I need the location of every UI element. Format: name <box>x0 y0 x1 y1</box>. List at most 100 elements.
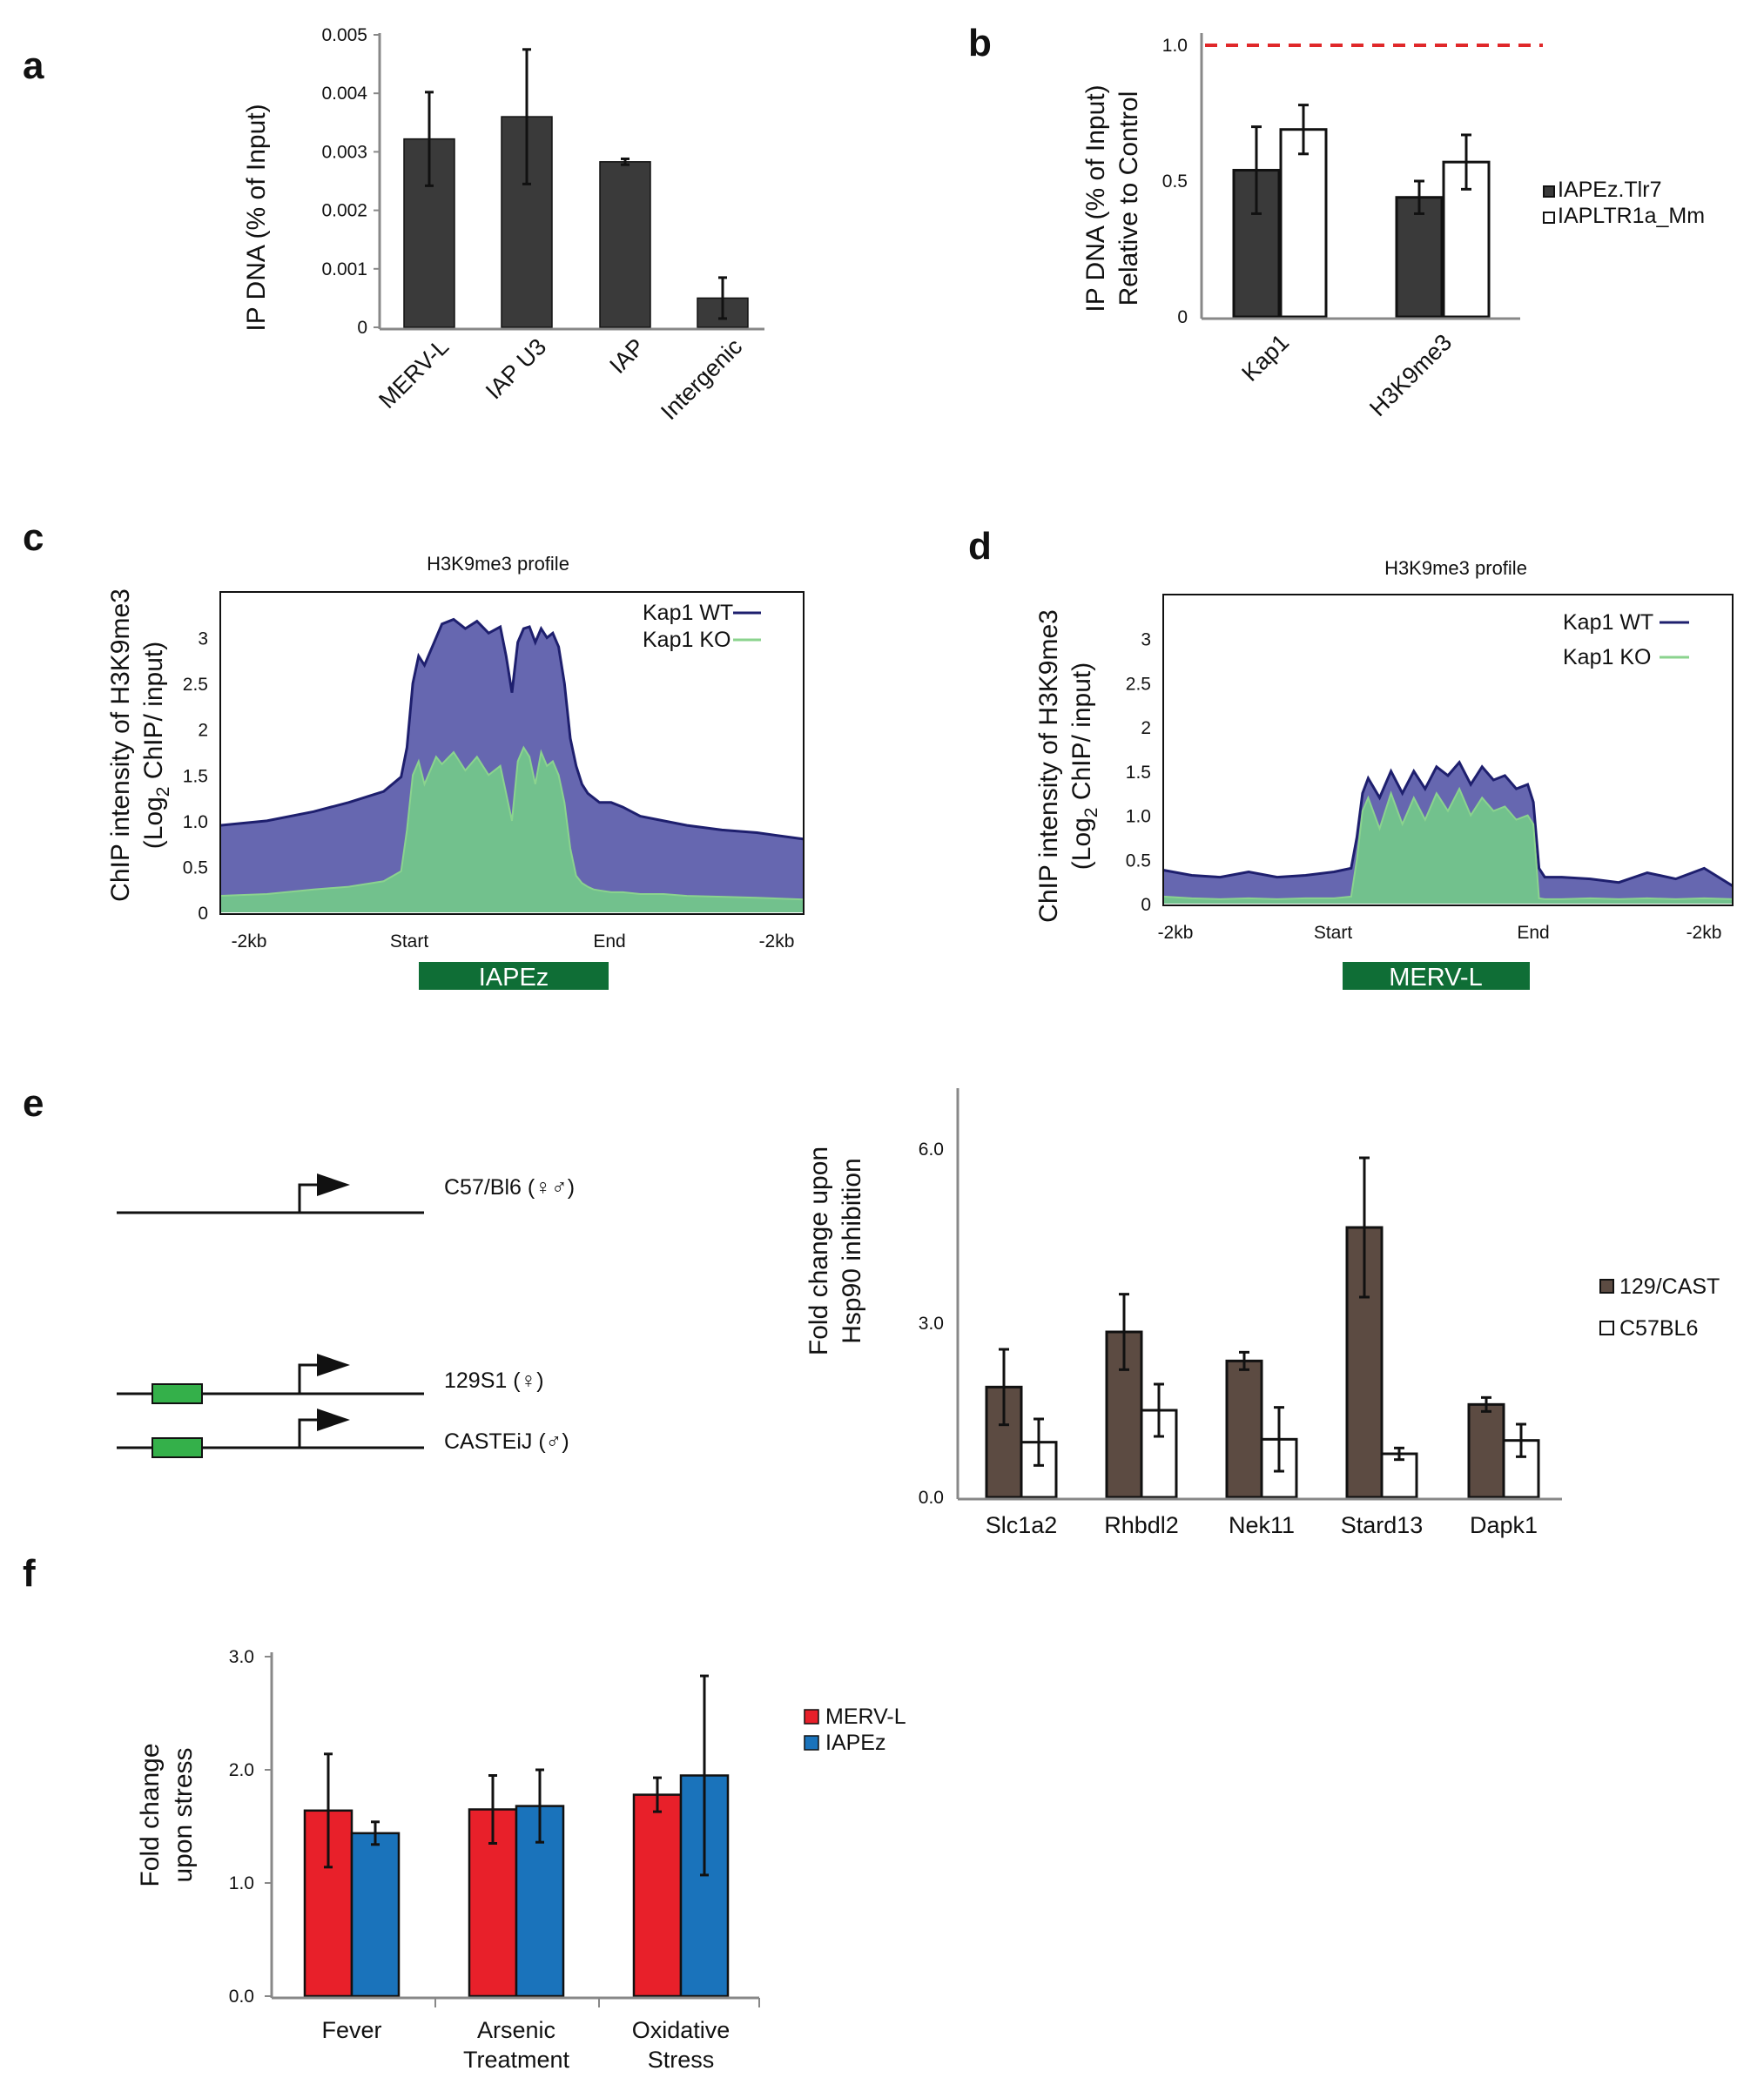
panel-c-title: H3K9me3 profile <box>427 553 569 575</box>
panel-label-a: a <box>23 44 44 87</box>
panel-c-element-label: IAPEz <box>479 964 549 992</box>
panel-b-category-label: H3K9me3 <box>1364 329 1457 421</box>
panel-d-ytick-label: 0 <box>1141 895 1151 915</box>
panel-d-area-chart: H3K9me3 profile ChIP intensity of H3K9me… <box>1034 557 1734 992</box>
c57-tss-arrow <box>298 1183 324 1213</box>
panel-label-c: c <box>23 516 44 559</box>
panel-a-category-label: IAP <box>604 333 650 379</box>
panel-d-legend-ko: Kap1 KO <box>1563 645 1651 669</box>
panel-d-wt-line <box>1162 760 1734 887</box>
panel-e-legend-swatch-series2 <box>1599 1321 1614 1335</box>
allele-label-129s1: 129S1 (♀) <box>444 1368 544 1393</box>
panel-c-ytick-label: 1.5 <box>183 766 208 786</box>
panel-a-ytick-label: 0.005 <box>321 25 367 45</box>
panel-c-ytick-label: 0.5 <box>183 857 208 878</box>
panel-c-xtick-label: -2kb <box>759 931 795 951</box>
panel-e-bar-nek11-s1 <box>1225 1359 1263 1499</box>
panel-e-legend-swatch-series1 <box>1599 1279 1614 1294</box>
panel-b-legend-swatch-series1 <box>1543 185 1555 198</box>
panel-f-ylabel-line2: upon stress <box>169 1747 198 1882</box>
panel-label-f: f <box>23 1552 36 1595</box>
panel-b-ylabel-line2: Relative to Control <box>1114 91 1143 306</box>
allele-label-cast: CASTEiJ (♂) <box>444 1429 569 1454</box>
panel-d-ytick-label: 2 <box>1141 718 1151 738</box>
panel-c-ytick-label: 1.0 <box>183 812 208 832</box>
panel-e-category-label: Nek11 <box>1229 1512 1295 1538</box>
panel-label-b: b <box>968 22 992 64</box>
panel-d-legend-wt: Kap1 WT <box>1563 610 1653 635</box>
panel-c-legend-wt: Kap1 WT <box>643 601 733 625</box>
panel-c-ytick-label: 2 <box>198 721 208 741</box>
panel-e-ylabel-line1: Fold change upon <box>805 1147 833 1355</box>
panel-a-ytick-label: 0.002 <box>321 201 367 221</box>
panel-e-bar-chart: Fold change upon Hsp90 inhibition 0.0 3.0… <box>805 1088 1720 1538</box>
panel-d-plot-frame <box>1162 594 1734 906</box>
panel-b-bar-kap1-s2 <box>1279 128 1328 319</box>
panel-d-ytick-label: 0.5 <box>1126 851 1151 871</box>
panel-e-legend-series2: C57BL6 <box>1619 1316 1698 1341</box>
panel-a-category-label: Intergenic <box>656 333 747 425</box>
panel-e-category-label: Slc1a2 <box>986 1512 1058 1538</box>
c57-tss-arrowhead <box>317 1173 350 1196</box>
panel-d-ylabel-line1: ChIP intensity of H3K9me3 <box>1034 609 1063 923</box>
panel-f-ytick-label: 1.0 <box>229 1873 254 1893</box>
129s1-tss-arrow <box>298 1363 324 1394</box>
panel-c-xtick-label: -2kb <box>232 931 267 951</box>
panel-d-ytick-label: 2.5 <box>1126 674 1151 694</box>
panel-e-category-label: Stard13 <box>1341 1512 1424 1538</box>
panel-e-bar-stard13-s1 <box>1345 1226 1384 1499</box>
panel-e-ytick-label: 0.0 <box>919 1488 944 1508</box>
129s1-tss-arrowhead <box>317 1354 350 1376</box>
panel-e-bar-dapk1-s1 <box>1467 1402 1505 1499</box>
panel-a-category-label: MERV-L <box>374 333 454 414</box>
panel-c-ytick-label: 2.5 <box>183 675 208 695</box>
panel-d-element-label: MERV-L <box>1389 964 1482 992</box>
panel-c-element-box <box>419 962 609 990</box>
panel-f-bar-chart: Fold change upon stress 0.0 1.0 2.0 3.0 Fev… <box>136 1647 906 2073</box>
panel-f-bar-g3-s1 <box>632 1793 683 1998</box>
panel-b-legend-series1: IAPEz.Tlr7 <box>1558 178 1661 202</box>
panel-a-ytick-label: 0.003 <box>321 142 367 162</box>
panel-f-bar-g1-s2 <box>350 1832 401 1998</box>
panel-b-legend-swatch-series2 <box>1543 212 1555 224</box>
panel-d-xtick-label: -2kb <box>1158 923 1194 943</box>
panel-b-ytick-label: 0.5 <box>1162 171 1188 192</box>
panel-label-d: d <box>968 525 992 568</box>
panel-a-ytick-label: 0 <box>357 318 367 338</box>
panel-c-ylabel-line2: (Log2 ChIP/ input) <box>139 642 173 849</box>
panel-e-ytick-label: 6.0 <box>919 1140 944 1160</box>
panel-label-e: e <box>23 1082 44 1125</box>
panel-f-legend-swatch-series2 <box>804 1735 819 1751</box>
panel-a-ytick-label: 0.001 <box>321 259 367 279</box>
panel-b-bar-chart: IP DNA (% of Input) Relative to Control … <box>1081 33 1705 421</box>
panel-c-wt-line <box>219 617 805 841</box>
panel-c-xtick-label: End <box>593 931 625 951</box>
panel-d-ko-area <box>1163 789 1733 904</box>
panel-c-plot-frame <box>219 591 805 915</box>
panel-f-ytick-label: 0.0 <box>229 1987 254 2007</box>
panel-d-ytick-label: 1.5 <box>1126 763 1151 783</box>
panel-b-ytick-label: 1.0 <box>1162 36 1188 56</box>
panel-f-ytick-label: 3.0 <box>229 1647 254 1667</box>
panel-f-category-label: Fever <box>321 2017 381 2043</box>
panel-d-ytick-label: 1.0 <box>1126 807 1151 827</box>
panel-f-category-label: Arsenic <box>477 2017 555 2043</box>
panel-d-xtick-label: Start <box>1314 923 1353 943</box>
panel-a-ytick-label: 0.004 <box>321 84 367 104</box>
cast-tss-arrowhead <box>317 1409 350 1431</box>
panel-d-ylabel-line2: (Log2 ChIP/ input) <box>1067 662 1101 870</box>
cast-insertion-box <box>151 1437 203 1458</box>
panel-f-category-label: Stress <box>648 2047 715 2073</box>
panel-a-ylabel: IP DNA (% of Input) <box>242 104 271 331</box>
cast-tss-arrow <box>298 1418 324 1448</box>
panel-b-ylabel-line1: IP DNA (% of Input) <box>1081 84 1110 312</box>
panel-c-ytick-label: 3 <box>198 629 208 649</box>
panel-b-category-label: Kap1 <box>1236 329 1294 387</box>
panel-c-legend-ko: Kap1 KO <box>643 628 731 652</box>
panel-c-ytick-label: 0 <box>198 904 208 924</box>
129s1-insertion-box <box>151 1383 203 1404</box>
panel-e-category-label: Rhbdl2 <box>1104 1512 1179 1538</box>
panel-a-bar-chart: IP DNA (% of Input) 0 0.001 0.002 0.003 0.00… <box>242 25 764 425</box>
panel-e-ylabel-line2: Hsp90 inhibition <box>838 1158 866 1343</box>
panel-c-ko-line <box>219 745 805 901</box>
